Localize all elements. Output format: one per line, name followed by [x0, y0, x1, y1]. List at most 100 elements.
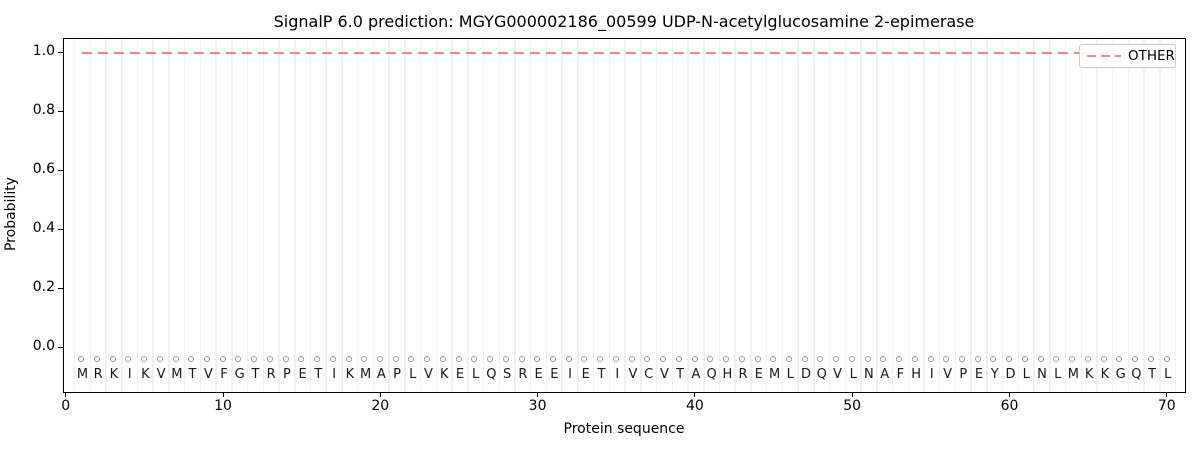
- residue-marker-circle: [78, 355, 85, 362]
- gridline: [1049, 39, 1051, 392]
- residue-marker-circle: [1116, 355, 1123, 362]
- gridline: [435, 39, 438, 392]
- x-axis-label: Protein sequence: [563, 421, 685, 437]
- residue-letter: F: [220, 367, 228, 383]
- residue-letter: K: [439, 367, 449, 383]
- residue-letter: K: [141, 367, 150, 383]
- residue-letter: I: [568, 367, 572, 383]
- gridline: [828, 39, 831, 392]
- residue-marker-circle: [282, 355, 289, 362]
- gridline: [923, 39, 925, 392]
- gridline: [876, 39, 878, 392]
- residue-marker-circle: [990, 355, 997, 362]
- x-tick-label: 10: [214, 398, 232, 414]
- residue-letter: N: [864, 367, 874, 383]
- y-tick-mark: [58, 51, 63, 53]
- residue-letter: G: [1115, 367, 1126, 383]
- residue-letter: D: [1005, 367, 1016, 383]
- residue-marker-circle: [1132, 355, 1139, 362]
- residue-marker-circle: [93, 355, 100, 362]
- residue-marker-circle: [1147, 355, 1154, 362]
- residue-marker-circle: [896, 355, 903, 362]
- residue-letter: E: [550, 367, 559, 383]
- y-tick-mark: [58, 228, 63, 230]
- residue-marker-circle: [1100, 355, 1107, 362]
- gridline: [168, 39, 170, 392]
- residue-marker-circle: [817, 355, 824, 362]
- residue-marker-circle: [1053, 355, 1060, 362]
- residue-marker-circle: [880, 355, 887, 362]
- residue-marker-circle: [1163, 355, 1170, 362]
- residue-letter: H: [911, 367, 921, 383]
- gridline: [765, 39, 768, 392]
- residue-letter: T: [314, 367, 323, 383]
- residue-marker-circle: [1006, 355, 1013, 362]
- residue-marker-circle: [219, 355, 226, 362]
- residue-marker-circle: [959, 355, 965, 362]
- residue-marker-circle: [329, 355, 336, 362]
- residue-letter: R: [266, 367, 276, 383]
- x-tick-label: 0: [61, 398, 71, 414]
- residue-letter: K: [1084, 367, 1094, 383]
- residue-letter: Q: [1131, 367, 1142, 383]
- other-probability-dashed-line: [82, 52, 1168, 55]
- residue-letter: I: [615, 367, 620, 383]
- residue-letter: K: [1100, 367, 1110, 383]
- residue-letter: M: [768, 367, 781, 383]
- residue-letter: P: [282, 367, 291, 383]
- gridline: [640, 39, 642, 392]
- gridline: [231, 39, 233, 392]
- residue-letter: E: [581, 367, 590, 383]
- gridline: [278, 39, 280, 392]
- gridline: [1080, 39, 1083, 392]
- residue-marker-circle: [392, 355, 399, 362]
- residue-letter: Y: [990, 367, 999, 383]
- residue-marker-circle: [644, 355, 651, 362]
- gridline: [1174, 39, 1177, 392]
- residue-marker-circle: [439, 355, 446, 362]
- residue-letter: R: [518, 367, 528, 383]
- gridline: [356, 39, 359, 392]
- residue-marker-circle: [770, 355, 777, 362]
- x-tick-mark: [1009, 393, 1010, 397]
- gridline: [608, 39, 611, 392]
- residue-letter: M: [359, 367, 372, 383]
- residue-letter: A: [880, 367, 890, 383]
- gridline: [907, 39, 909, 392]
- x-tick-mark: [537, 393, 539, 397]
- gridline: [624, 39, 626, 392]
- x-tick-mark: [379, 393, 381, 397]
- residue-letter: M: [171, 367, 183, 383]
- residue-marker-circle: [660, 355, 667, 362]
- residue-marker-circle: [298, 355, 305, 362]
- gridline: [514, 39, 516, 392]
- residue-marker-circle: [361, 355, 368, 362]
- residue-letter: L: [849, 367, 857, 383]
- residue-marker-circle: [927, 355, 934, 362]
- residue-letter: Q: [486, 367, 497, 383]
- residue-marker-circle: [675, 355, 682, 362]
- gridline: [1127, 39, 1130, 392]
- residue-marker-circle: [487, 355, 494, 362]
- gridline: [1017, 39, 1020, 392]
- residue-letter: H: [722, 367, 733, 383]
- y-tick-label: 0.0: [32, 338, 55, 355]
- x-tick-label: 70: [1157, 398, 1176, 414]
- gridline: [1001, 39, 1004, 392]
- gridline: [860, 39, 862, 392]
- gridline: [687, 39, 689, 392]
- residue-letter: E: [974, 367, 984, 383]
- residue-letter: A: [691, 367, 701, 383]
- residue-marker-circle: [943, 355, 950, 362]
- residue-marker-circle: [125, 355, 132, 362]
- x-tick-label: 50: [843, 398, 862, 414]
- x-tick-label: 30: [528, 398, 547, 414]
- gridline: [467, 39, 469, 392]
- gridline: [938, 39, 941, 392]
- gridline: [388, 39, 390, 392]
- residue-marker-circle: [235, 355, 242, 362]
- residue-marker-circle: [251, 355, 258, 362]
- gridline: [372, 39, 375, 392]
- residue-letter: T: [1148, 367, 1157, 383]
